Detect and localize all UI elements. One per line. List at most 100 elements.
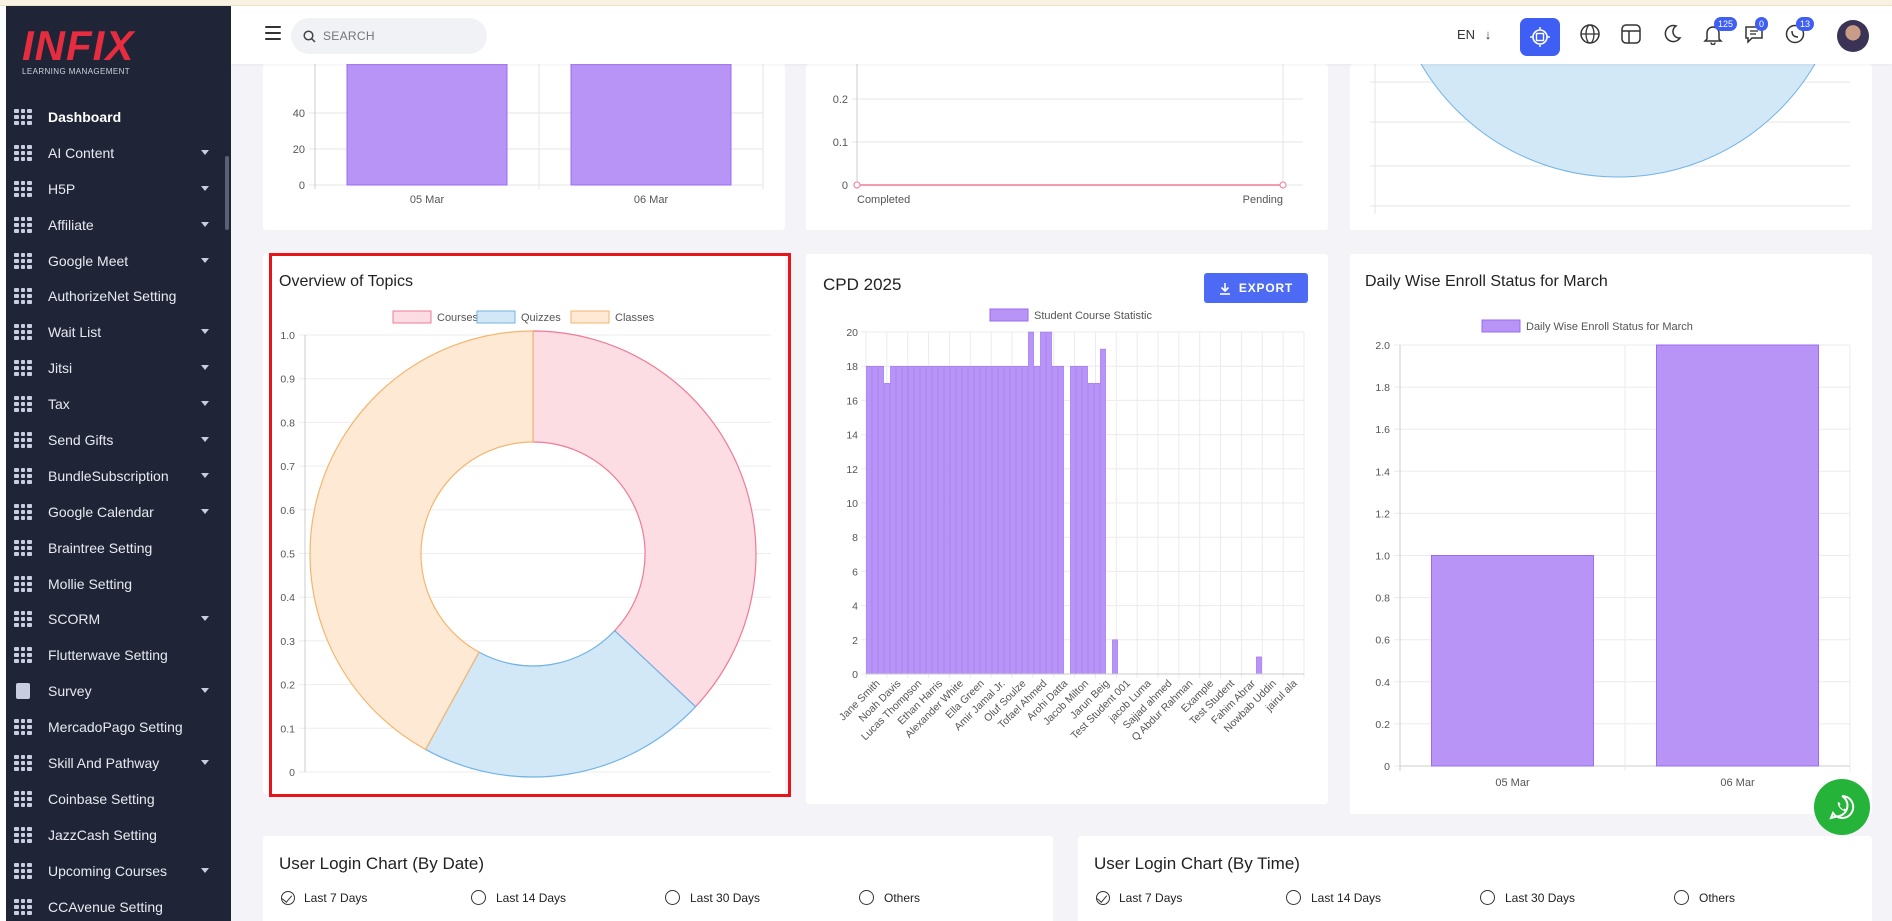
doughnut-slice-quizzes bbox=[424, 629, 697, 778]
radio-icon[interactable] bbox=[859, 890, 874, 905]
caret-down-icon bbox=[201, 365, 209, 371]
doughnut-slice-classes bbox=[309, 330, 534, 751]
legend-label: Classes bbox=[615, 312, 655, 324]
y-tick-label: 40 bbox=[293, 108, 305, 120]
user-avatar[interactable] bbox=[1837, 20, 1869, 52]
y-tick-label: 0 bbox=[1384, 761, 1390, 773]
bar bbox=[962, 365, 968, 675]
radio-option-last-7-days[interactable]: Last 7 Days bbox=[279, 890, 367, 905]
card-cpd-2025: CPD 2025 Student Course Statistic 0 2 4 6 8 10… bbox=[806, 254, 1328, 804]
y-tick-label: 0 bbox=[842, 180, 848, 192]
x-tick-label: 05 Mar bbox=[410, 194, 445, 206]
bar bbox=[944, 365, 950, 675]
radio-icon[interactable] bbox=[1674, 890, 1689, 905]
y-tick-label: 0.2 bbox=[833, 94, 848, 106]
sidebar-item-ccavenue-setting[interactable]: CCAvenue Setting bbox=[6, 889, 231, 921]
doughnut-slice-courses bbox=[532, 330, 757, 708]
card-top-middle: 0 0.1 0.2 Completed Pending bbox=[806, 64, 1328, 230]
daily-enroll-title: Daily Wise Enroll Status for March bbox=[1365, 273, 1608, 290]
caret-down-icon bbox=[201, 616, 209, 622]
sidebar-item-google-meet[interactable]: Google Meet bbox=[6, 243, 231, 279]
radio-option-last-14-days[interactable]: Last 14 Days bbox=[1286, 890, 1381, 905]
radio-option-last-30-days[interactable]: Last 30 Days bbox=[665, 890, 760, 905]
bar bbox=[878, 365, 884, 675]
y-tick-label: 16 bbox=[846, 395, 858, 407]
grid-icon bbox=[14, 503, 32, 520]
bar bbox=[1010, 365, 1016, 675]
sidebar-item-wait-list[interactable]: Wait List bbox=[6, 314, 231, 350]
card-daily-enroll: Daily Wise Enroll Status for March Daily… bbox=[1350, 254, 1872, 814]
bar bbox=[914, 365, 920, 675]
radio-icon[interactable] bbox=[665, 890, 680, 905]
sidebar-item-authorizenet-setting[interactable]: AuthorizeNet Setting bbox=[6, 278, 231, 314]
sidebar-item-scorm[interactable]: SCORM bbox=[6, 601, 231, 637]
y-tick-label: 10 bbox=[846, 498, 858, 510]
radio-option-last-7-days[interactable]: Last 7 Days bbox=[1094, 890, 1182, 905]
card-login-by-time: User Login Chart (By Time) Last 7 Days La… bbox=[1078, 836, 1872, 921]
notification-bell-icon[interactable]: 125 bbox=[1702, 17, 1738, 47]
sidebar-item-skill-and-pathway[interactable]: Skill And Pathway bbox=[6, 745, 231, 781]
grid-icon bbox=[14, 898, 32, 915]
sidebar-item-jitsi[interactable]: Jitsi bbox=[6, 350, 231, 386]
sidebar-item-jazzcash-setting[interactable]: JazzCash Setting bbox=[6, 817, 231, 853]
sidebar-item-coinbase-setting[interactable]: Coinbase Setting bbox=[6, 781, 231, 817]
sidebar-item-label: Braintree Setting bbox=[48, 539, 153, 556]
sidebar-item-ai-content[interactable]: AI Content bbox=[6, 135, 231, 171]
sidebar-item-send-gifts[interactable]: Send Gifts bbox=[6, 422, 231, 458]
sidebar-item-affiliate[interactable]: Affiliate bbox=[6, 207, 231, 243]
radio-option-last-14-days[interactable]: Last 14 Days bbox=[471, 890, 566, 905]
globe-icon[interactable] bbox=[1579, 23, 1603, 47]
whatsapp-button[interactable] bbox=[1814, 779, 1870, 835]
bar bbox=[1656, 344, 1819, 767]
sidebar-item-dashboard[interactable]: Dashboard bbox=[6, 99, 231, 135]
x-tick-label: Pending bbox=[1243, 194, 1283, 206]
language-selector[interactable]: EN ↓ bbox=[1457, 27, 1491, 42]
sidebar-scrollbar[interactable] bbox=[225, 156, 229, 230]
sidebar-item-mollie-setting[interactable]: Mollie Setting bbox=[6, 566, 231, 602]
sidebar-item-upcoming-courses[interactable]: Upcoming Courses bbox=[6, 853, 231, 889]
bar bbox=[1088, 383, 1094, 675]
bar bbox=[950, 365, 956, 675]
bar bbox=[986, 365, 992, 675]
app-logo[interactable]: INFIX LEARNING MANAGEMENT bbox=[22, 25, 134, 77]
bar bbox=[884, 383, 890, 675]
grid-icon bbox=[14, 108, 32, 125]
sidebar-item-h5p[interactable]: H5P bbox=[6, 171, 231, 207]
grid-icon bbox=[14, 431, 32, 448]
dark-mode-icon[interactable] bbox=[1661, 23, 1685, 47]
sidebar-item-label: Coinbase Setting bbox=[48, 790, 155, 807]
download-icon bbox=[1219, 282, 1230, 295]
checked-radio-icon[interactable] bbox=[1094, 890, 1110, 905]
grid-icon bbox=[14, 324, 32, 341]
settings-chip-button[interactable] bbox=[1520, 18, 1560, 56]
sidebar-item-google-calendar[interactable]: Google Calendar bbox=[6, 494, 231, 530]
y-tick-label: 0.3 bbox=[280, 636, 295, 648]
sidebar-item-mercadopago-setting[interactable]: MercadoPago Setting bbox=[6, 709, 231, 745]
export-button[interactable]: EXPORT bbox=[1204, 273, 1308, 303]
layout-icon[interactable] bbox=[1620, 23, 1644, 47]
caret-down-icon bbox=[201, 867, 209, 873]
search-input[interactable] bbox=[323, 29, 473, 43]
radio-label: Others bbox=[1699, 890, 1736, 905]
radio-icon[interactable] bbox=[1480, 890, 1495, 905]
grid-icon bbox=[14, 754, 32, 771]
radio-icon[interactable] bbox=[1286, 890, 1301, 905]
checked-radio-icon[interactable] bbox=[279, 890, 295, 905]
sidebar-item-tax[interactable]: Tax bbox=[6, 386, 231, 422]
radio-option-last-30-days[interactable]: Last 30 Days bbox=[1480, 890, 1575, 905]
sidebar-item-label: AuthorizeNet Setting bbox=[48, 288, 177, 305]
bar bbox=[1052, 365, 1058, 675]
message-icon[interactable]: 0 bbox=[1743, 17, 1769, 47]
sidebar-item-flutterwave-setting[interactable]: Flutterwave Setting bbox=[6, 637, 231, 673]
sidebar-item-survey[interactable]: Survey bbox=[6, 673, 231, 709]
sidebar-item-bundlesubscription[interactable]: BundleSubscription bbox=[6, 458, 231, 494]
chat-icon[interactable]: 13 bbox=[1784, 17, 1815, 47]
radio-option-others[interactable]: Others bbox=[859, 890, 920, 905]
y-tick-label: 0.6 bbox=[280, 505, 295, 517]
bar bbox=[872, 365, 878, 675]
radio-option-others[interactable]: Others bbox=[1674, 890, 1735, 905]
menu-toggle-icon[interactable] bbox=[265, 26, 281, 40]
search-box[interactable] bbox=[291, 18, 487, 54]
radio-icon[interactable] bbox=[471, 890, 486, 905]
sidebar-item-braintree-setting[interactable]: Braintree Setting bbox=[6, 530, 231, 566]
